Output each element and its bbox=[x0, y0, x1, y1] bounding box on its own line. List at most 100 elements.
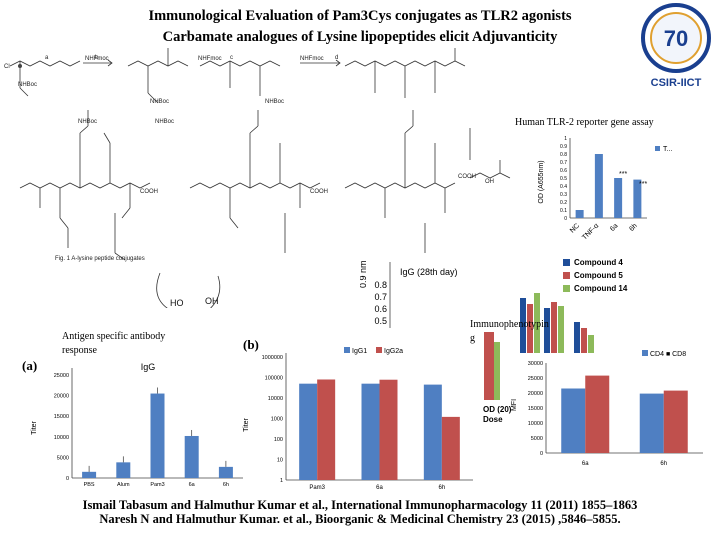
immuno-caption: Immunophenotypin g bbox=[470, 318, 549, 346]
isotype-bar bbox=[299, 383, 318, 480]
tlr2-ytick: 0.1 bbox=[560, 208, 567, 214]
mfi-ytick: 15000 bbox=[528, 406, 543, 412]
legend-swatch bbox=[563, 285, 570, 292]
tlr2-bar bbox=[575, 210, 584, 218]
legend-swatch bbox=[563, 259, 570, 266]
isotype-ytick: 10000 bbox=[268, 396, 283, 402]
slide-subtitle: Carbamate analogues of Lysine lipopeptid… bbox=[162, 29, 558, 45]
isotype-legend-swatch bbox=[376, 347, 382, 353]
svg-text:NHBoc: NHBoc bbox=[78, 119, 97, 125]
svg-text:b: b bbox=[95, 55, 99, 61]
tlr2-bar bbox=[614, 178, 623, 218]
igg-bar bbox=[116, 462, 131, 478]
tlr2-ytick: 0.3 bbox=[560, 192, 567, 198]
igg-category: PBS bbox=[84, 482, 95, 488]
igg28-ytick: 0.6 bbox=[374, 304, 387, 314]
igg28-bar bbox=[581, 328, 587, 353]
igg-bar bbox=[184, 435, 199, 478]
isotype-bar bbox=[441, 416, 460, 480]
svg-text:COOH: COOH bbox=[310, 189, 328, 195]
svg-text:a: a bbox=[45, 55, 49, 61]
svg-text:NHFmoc: NHFmoc bbox=[85, 56, 109, 62]
isotype-chart: Titer 1 10 100 1000 10000 100000 1000000 Pam3 6… bbox=[243, 347, 473, 491]
isotype-category: 6a bbox=[376, 485, 383, 491]
igg28-bar bbox=[558, 306, 564, 353]
svg-text:NHFmoc: NHFmoc bbox=[300, 56, 324, 62]
legend-item-compound-14: Compound 14 bbox=[563, 282, 653, 295]
igg-category: Alum bbox=[117, 482, 130, 488]
tlr2-ytick: 0.9 bbox=[560, 144, 567, 150]
legend-label: Compound 4 bbox=[574, 258, 623, 267]
svg-text:70: 70 bbox=[664, 26, 688, 51]
tlr2-ytick: 0.4 bbox=[560, 184, 567, 190]
mfi-bar bbox=[639, 393, 664, 453]
tlr2-ytick: 0.8 bbox=[560, 152, 567, 158]
antibody-caption-line1: Antigen specific antibody bbox=[62, 331, 166, 342]
slide-title: Immunological Evaluation of Pam3Cys conj… bbox=[148, 8, 572, 24]
svg-text:NHBoc: NHBoc bbox=[18, 82, 37, 88]
tlr2-chart: OD (A655nm) 0 0.1 0.2 0.3 0.4 0.5 0.6 0.7 0.8 0.9… bbox=[535, 132, 685, 247]
igg28-bar bbox=[484, 332, 494, 400]
igg28-bar bbox=[588, 335, 594, 353]
tlr2-legend-swatch bbox=[655, 146, 660, 151]
svg-text:COOH: COOH bbox=[458, 174, 476, 180]
igg28-ylabel: 0.9 nm bbox=[360, 260, 368, 288]
tlr2-ytick: 0.2 bbox=[560, 200, 567, 206]
isotype-legend-2: IgG2a bbox=[384, 348, 403, 355]
legend-label: Compound 5 bbox=[574, 271, 623, 280]
mfi-ytick: 10000 bbox=[528, 421, 543, 427]
mfi-legend-swatch bbox=[642, 350, 648, 356]
igg28-ytick: 0.8 bbox=[374, 280, 387, 290]
igg-bar bbox=[218, 466, 233, 478]
mfi-legend: CD4 ■ CD8 bbox=[650, 351, 686, 358]
legend-label: Compound 14 bbox=[574, 284, 628, 293]
isotype-ylabel: Titer bbox=[243, 417, 250, 431]
svg-text:c: c bbox=[230, 55, 233, 61]
reference-1: Ismail Tabasum and Halmuthur Kumar et al… bbox=[82, 498, 638, 512]
chemical-scheme: Cl a b c d NHBoc NHBoc NHFmoc NHFmoc NHF… bbox=[4, 48, 511, 308]
compound-legend: Compound 4 Compound 5 Compound 14 bbox=[563, 256, 653, 295]
tlr2-annotation-1: *** bbox=[639, 181, 647, 188]
igg28-bar bbox=[574, 322, 580, 353]
mfi-bar bbox=[585, 375, 610, 453]
reference-2: Naresh N and Halmuthur Kumar. et al., Bi… bbox=[99, 512, 621, 526]
igg28-bar bbox=[544, 308, 550, 353]
svg-text:HO: HO bbox=[170, 298, 184, 308]
panel-b-label: (b) bbox=[243, 337, 259, 352]
svg-text:OH: OH bbox=[485, 179, 494, 185]
isotype-ytick: 1 bbox=[280, 478, 283, 484]
svg-text:Fig. 1 A-lysine peptide conjug: Fig. 1 A-lysine peptide conjugates bbox=[55, 256, 145, 262]
immuno-caption-line1: Immunophenotypin bbox=[470, 319, 549, 330]
tlr2-caption: Human TLR-2 reporter gene assay bbox=[515, 117, 654, 128]
tlr2-ytick: 0 bbox=[564, 216, 567, 222]
tlr2-ytick: 0.6 bbox=[560, 168, 567, 174]
isotype-legend-1: IgG1 bbox=[352, 348, 367, 355]
igg-category: Pam3 bbox=[150, 482, 164, 488]
isotype-legend-swatch bbox=[344, 347, 350, 353]
svg-text:NHBoc: NHBoc bbox=[265, 99, 284, 105]
mfi-ytick: 0 bbox=[540, 451, 543, 457]
igg28-bar bbox=[527, 304, 533, 353]
igg28-bars-fragment bbox=[484, 293, 594, 400]
mfi-category: 6h bbox=[660, 461, 667, 467]
isotype-ytick: 10 bbox=[277, 458, 283, 464]
logo-text: CSIR-IICT bbox=[651, 77, 702, 89]
tlr2-ytick: 0.7 bbox=[560, 160, 567, 166]
svg-text:COOH: COOH bbox=[140, 189, 158, 195]
svg-text:Cl: Cl bbox=[4, 64, 10, 70]
igg28-ytick: 0.5 bbox=[374, 316, 387, 326]
svg-text:NHBoc: NHBoc bbox=[150, 99, 169, 105]
igg-ytick: 0 bbox=[66, 476, 69, 482]
isotype-bar bbox=[317, 379, 336, 480]
igg-ytick: 10000 bbox=[54, 435, 69, 441]
isotype-ytick: 1000 bbox=[271, 417, 283, 423]
antibody-caption-line2: response bbox=[62, 345, 97, 356]
igg28-xlabel-fragment: OD (20) Dose bbox=[483, 405, 511, 425]
igg-bar bbox=[82, 471, 97, 478]
igg-ytick: 25000 bbox=[54, 373, 69, 379]
tlr2-legend: T... bbox=[663, 146, 672, 153]
svg-text:NHBoc: NHBoc bbox=[155, 119, 174, 125]
tlr2-bar bbox=[633, 179, 642, 218]
isotype-bar bbox=[361, 383, 380, 480]
mfi-bar bbox=[663, 390, 688, 453]
